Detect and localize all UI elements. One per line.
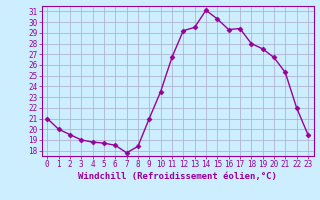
X-axis label: Windchill (Refroidissement éolien,°C): Windchill (Refroidissement éolien,°C) [78,172,277,181]
